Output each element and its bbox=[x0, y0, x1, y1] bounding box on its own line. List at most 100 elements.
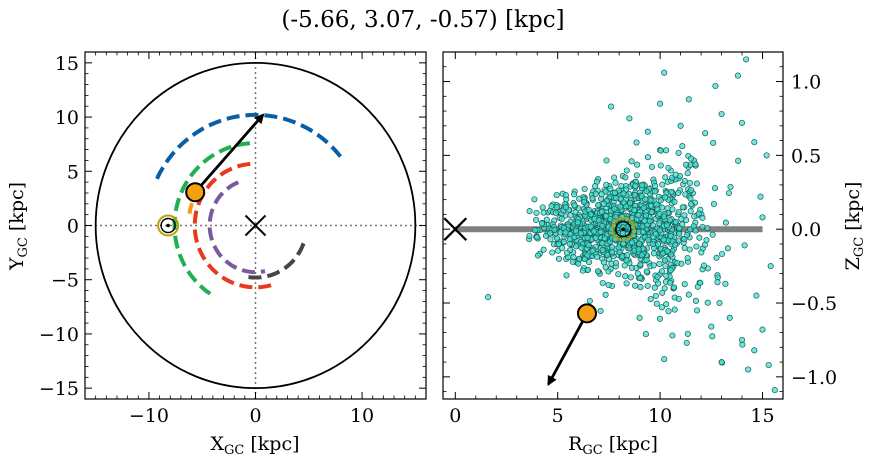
star-point bbox=[679, 143, 686, 150]
star-point bbox=[611, 189, 619, 196]
star-point bbox=[722, 280, 729, 287]
right-x-tick-label: 10 bbox=[648, 405, 672, 427]
star-point bbox=[687, 208, 694, 215]
left-y-axis-label: YGC [kpc] bbox=[6, 182, 31, 271]
spiral-arm-1 bbox=[172, 141, 251, 296]
star-point bbox=[547, 230, 554, 237]
star-point bbox=[675, 149, 682, 156]
object-marker bbox=[576, 303, 597, 324]
star-point bbox=[656, 220, 663, 227]
right-y-tick-label: 1.0 bbox=[791, 72, 821, 94]
star-point bbox=[718, 250, 726, 258]
star-point bbox=[658, 268, 665, 275]
star-point bbox=[708, 323, 715, 330]
star-point bbox=[685, 291, 692, 298]
star-point bbox=[671, 198, 678, 205]
star-point bbox=[617, 203, 624, 210]
star-point bbox=[600, 200, 607, 207]
star-point bbox=[734, 72, 741, 79]
star-point bbox=[540, 209, 547, 216]
star-point bbox=[638, 252, 645, 259]
star-point bbox=[526, 232, 533, 240]
star-point bbox=[695, 210, 702, 217]
velocity-arrow bbox=[194, 113, 265, 194]
star-point bbox=[738, 119, 746, 126]
star-point bbox=[693, 243, 700, 250]
star-point bbox=[698, 249, 705, 256]
star-point bbox=[687, 195, 694, 202]
galactic-center-marker bbox=[244, 214, 267, 237]
star-point bbox=[573, 243, 580, 250]
star-point bbox=[622, 174, 629, 181]
star-point bbox=[581, 185, 588, 193]
star-point bbox=[666, 216, 673, 224]
star-point bbox=[662, 257, 669, 264]
star-point bbox=[691, 213, 698, 220]
star-point bbox=[631, 207, 638, 214]
star-point bbox=[548, 203, 555, 210]
star-point bbox=[611, 174, 618, 181]
star-point bbox=[563, 249, 571, 257]
star-point bbox=[686, 246, 693, 253]
star-point bbox=[603, 157, 610, 164]
star-point bbox=[604, 251, 611, 258]
star-point bbox=[655, 280, 662, 287]
star-point bbox=[663, 272, 670, 279]
left-y-tick-label: 5 bbox=[67, 161, 79, 183]
star-point bbox=[751, 347, 758, 354]
star-point bbox=[559, 245, 566, 252]
star-point bbox=[656, 227, 664, 234]
star-point bbox=[711, 185, 719, 192]
star-point bbox=[651, 188, 658, 195]
star-point bbox=[735, 157, 742, 164]
star-point bbox=[629, 239, 636, 246]
star-point bbox=[664, 248, 671, 255]
star-point bbox=[670, 284, 678, 291]
star-point bbox=[714, 279, 721, 286]
sun-inner-ring bbox=[160, 217, 176, 234]
star-point bbox=[575, 260, 582, 267]
star-point bbox=[607, 103, 615, 110]
star-point bbox=[648, 163, 655, 171]
star-point bbox=[531, 227, 538, 234]
star-point bbox=[605, 268, 612, 275]
star-point bbox=[585, 259, 593, 266]
star-point bbox=[653, 300, 660, 307]
star-point bbox=[663, 222, 670, 229]
right-y-tick-label: −1.0 bbox=[791, 367, 837, 389]
star-point bbox=[699, 214, 706, 221]
star-point bbox=[659, 289, 666, 296]
star-point bbox=[592, 190, 599, 197]
star-point bbox=[591, 228, 598, 235]
star-point bbox=[627, 199, 634, 207]
star-point bbox=[657, 197, 664, 204]
star-point bbox=[709, 333, 716, 340]
star-point bbox=[587, 211, 594, 218]
spiral-arm-0 bbox=[155, 112, 346, 180]
star-point bbox=[637, 275, 644, 282]
star-point bbox=[674, 259, 681, 267]
star-point bbox=[642, 331, 649, 338]
star-point bbox=[679, 204, 686, 211]
star-point bbox=[651, 182, 659, 189]
right-plot-area bbox=[443, 56, 778, 394]
star-point bbox=[661, 69, 668, 76]
star-point bbox=[725, 189, 732, 197]
star-point bbox=[665, 308, 672, 315]
star-point bbox=[648, 209, 655, 216]
star-point bbox=[584, 266, 592, 273]
star-point bbox=[710, 200, 717, 208]
star-point bbox=[611, 205, 618, 213]
star-point bbox=[660, 213, 668, 220]
left-ticks: −10 0 10 −15 −10 −5 0 5 10 15 bbox=[39, 51, 427, 427]
sun-outer-ring bbox=[157, 214, 180, 237]
star-point bbox=[699, 223, 706, 230]
star-point bbox=[623, 280, 630, 287]
star-point bbox=[726, 314, 733, 321]
star-point bbox=[597, 307, 604, 314]
star-point bbox=[551, 226, 558, 233]
left-y-tick-label: −10 bbox=[39, 324, 79, 346]
star-point bbox=[554, 235, 561, 242]
star-point bbox=[534, 252, 542, 259]
